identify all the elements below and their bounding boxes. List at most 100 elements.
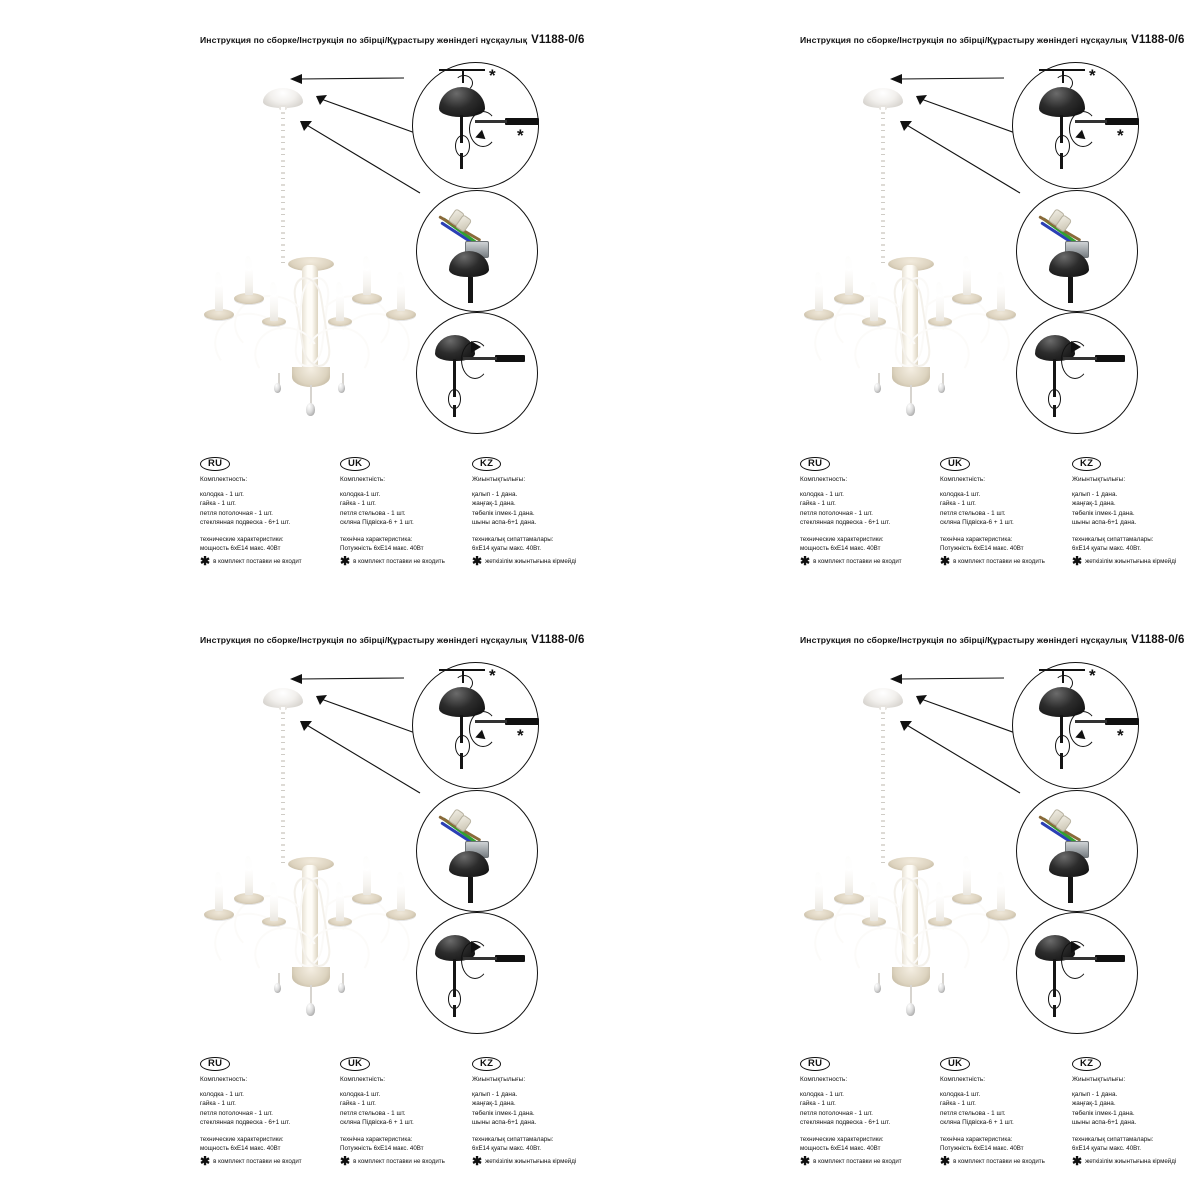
instruction-panel: Инструкция по сборке/Інструкція по збірц… [600, 0, 1200, 600]
note-line: ✱ в комплект поставки не входит [800, 555, 902, 567]
crystal-drop [306, 403, 315, 416]
bottom-bowl [292, 967, 330, 987]
note-line: ✱ в комплект поставки не входит [200, 1155, 302, 1167]
star-icon: ✱ [800, 1154, 811, 1169]
candle-bulb [245, 269, 253, 295]
candle-cup [262, 317, 286, 326]
tech-block: технические характеристики: мощность 6хЕ… [200, 536, 302, 554]
center-stem [902, 865, 918, 975]
drop-rod [942, 373, 944, 385]
candle-cup [352, 293, 382, 304]
screwdriver-tip [475, 120, 507, 123]
note-text: жеткізілім жиынтығына кірмейді [485, 557, 577, 565]
cap-rod [1053, 1005, 1056, 1017]
spec-item: гайка - 1 шт. [800, 1100, 836, 1108]
star-icon: ✱ [472, 1154, 483, 1169]
candle-cup [234, 893, 264, 904]
tech-heading: технічна характеристика: [340, 536, 413, 544]
note-line: ✱ в комплект поставки не входит [200, 555, 302, 567]
rotation-arrow-head [1071, 341, 1081, 353]
tech-value: Потужність 6хЕ14 макс. 40Вт [340, 1145, 424, 1153]
tech-value: мощность 6хЕ14 макс. 40Вт [800, 1145, 881, 1153]
suspension-chain [281, 707, 285, 867]
bulb-tip [935, 881, 944, 898]
rotation-arrow [469, 111, 497, 147]
spec-item: петля потолочная - 1 шт. [800, 509, 873, 517]
ceiling-hook-icon [455, 75, 473, 91]
model-code: V1188-0/6 [531, 634, 585, 646]
candle-bulb [397, 285, 405, 311]
spec-column-uk: UK Комплектність: колодка-1 шт. гайка - … [940, 1053, 1045, 1167]
tech-heading: технічна характеристика: [940, 1136, 1013, 1144]
star-icon: ✱ [940, 1154, 951, 1169]
spec-item-list: колодка - 1 шт. гайка - 1 шт. петля пото… [200, 1090, 302, 1127]
cap-rod [460, 753, 463, 769]
crystal-drop [906, 1003, 915, 1016]
spec-item: петля стельова - 1 шт. [340, 1109, 406, 1117]
star-icon: ✱ [800, 554, 811, 569]
tech-heading: технические характеристики: [800, 536, 884, 544]
top-plate [288, 857, 334, 871]
spec-column-ru: RU Комплектность: колодка - 1 шт. гайка … [800, 1053, 902, 1167]
lang-badge-kz: KZ [1072, 457, 1102, 471]
ceiling-hook-icon [455, 675, 473, 691]
bulb-tip [814, 271, 823, 288]
spec-heading: Комплектность: [800, 476, 848, 483]
detail-circle-hook: * * [412, 62, 539, 189]
crystal-drop [938, 983, 945, 993]
bulb-tip [396, 871, 405, 888]
tech-value: 6хЕ14 қуаты макс. 40Вт. [1072, 1145, 1141, 1153]
hook-rod [462, 71, 464, 83]
note-text: в комплект поставки не входить [353, 557, 445, 565]
screwdriver-tip [463, 957, 497, 960]
title-text: Инструкция по сборке/Інструкція по збірц… [800, 35, 1128, 45]
detail-circle-tighten [1016, 912, 1138, 1034]
ceiling-line [1039, 69, 1085, 71]
spec-item: скляна Підвіска-6 + 1 шт. [340, 1118, 414, 1126]
candle-bulb [870, 295, 878, 321]
instruction-panel: Инструкция по сборке/Інструкція по збірц… [600, 600, 1200, 1200]
cap-rod [468, 877, 473, 903]
tech-block: техникалық сипаттамалары: 6хЕ14 қуаты ма… [472, 1136, 576, 1154]
bottom-bowl [292, 367, 330, 387]
spec-item-list: қалып - 1 дана. жаңғақ-1 дана. төбелік і… [1072, 1090, 1176, 1127]
candle-bulb [815, 885, 823, 911]
crystal-drop [274, 383, 281, 393]
candle-bulb [215, 885, 223, 911]
star-icon: ✱ [340, 1154, 351, 1169]
tech-heading: технічна характеристика: [940, 536, 1013, 544]
crystal-drop [274, 983, 281, 993]
tech-block: технічна характеристика: Потужність 6хЕ1… [940, 1136, 1045, 1154]
spec-item: петля потолочная - 1 шт. [800, 1109, 873, 1117]
bulb-tip [869, 881, 878, 898]
page-title: Инструкция по сборке/Інструкція по збірц… [200, 34, 584, 46]
spec-column-ru: RU Комплектность: колодка - 1 шт. гайка … [200, 1053, 302, 1167]
ceiling-canopy [863, 688, 903, 710]
bulb-tip [335, 881, 344, 898]
spec-item: шыны аспа-6+1 дана. [472, 518, 537, 526]
note-line: ✱ жеткізілім жиынтығына кірмейді [472, 555, 576, 567]
cap-rod [460, 153, 463, 169]
bulb-tip [844, 255, 853, 272]
tech-value: Потужність 6хЕ14 макс. 40Вт [340, 545, 424, 553]
center-stem [302, 865, 318, 975]
tech-value: мощность 6хЕ14 макс. 40Вт [200, 545, 281, 553]
spec-column-kz: KZ Жиынтықтылығы: қалып - 1 дана. жаңғақ… [1072, 1053, 1176, 1167]
asterisk-icon: * [517, 126, 524, 145]
candle-bulb [397, 885, 405, 911]
spec-item: колодка - 1 шт. [800, 491, 844, 498]
drop-rod [278, 973, 280, 985]
page-title: Инструкция по сборке/Інструкція по збірц… [800, 34, 1184, 46]
ceiling-cap [449, 851, 489, 877]
candle-bulb [245, 869, 253, 895]
note-text: жеткізілім жиынтығына кірмейді [1085, 557, 1177, 565]
asterisk-icon: * [1117, 126, 1124, 145]
ceiling-cap [1049, 251, 1089, 277]
screwdriver-tip [1063, 957, 1097, 960]
spec-column-kz: KZ Жиынтықтылығы: қалып - 1 дана. жаңғақ… [472, 1053, 576, 1167]
rotation-arrow [469, 711, 497, 747]
candle-bulb [936, 295, 944, 321]
spec-column-kz: KZ Жиынтықтылығы: қалып - 1 дана. жаңғақ… [472, 453, 576, 567]
tech-value: 6хЕ14 қуаты макс. 40Вт. [472, 545, 541, 553]
bulb-tip [844, 855, 853, 872]
